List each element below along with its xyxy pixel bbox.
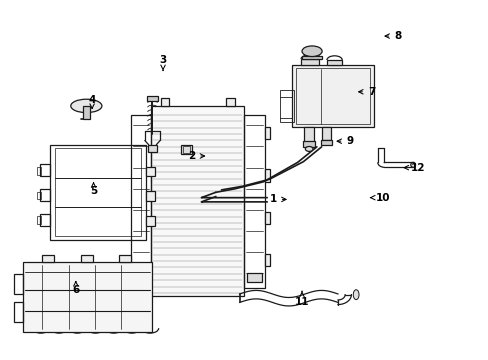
- Ellipse shape: [305, 147, 312, 152]
- Text: 1: 1: [269, 194, 285, 204]
- Bar: [322, 127, 330, 140]
- Ellipse shape: [410, 162, 415, 167]
- Bar: [146, 191, 155, 201]
- Bar: [246, 274, 262, 282]
- Text: 12: 12: [404, 163, 425, 173]
- Bar: [264, 127, 270, 139]
- Bar: [321, 140, 331, 145]
- Bar: [55, 148, 141, 237]
- Ellipse shape: [302, 46, 322, 57]
- Bar: [147, 145, 157, 152]
- Bar: [160, 98, 169, 106]
- Bar: [280, 90, 293, 122]
- Bar: [82, 106, 90, 119]
- Bar: [37, 192, 41, 199]
- Bar: [303, 141, 315, 147]
- Bar: [181, 145, 191, 154]
- Bar: [131, 115, 151, 288]
- Text: 2: 2: [188, 151, 204, 161]
- Bar: [81, 256, 92, 262]
- Bar: [15, 302, 23, 322]
- Text: 10: 10: [369, 193, 390, 203]
- Bar: [264, 170, 270, 182]
- Text: 3: 3: [159, 55, 166, 71]
- Bar: [264, 212, 270, 224]
- Bar: [304, 127, 313, 142]
- Bar: [301, 59, 319, 66]
- Bar: [146, 167, 155, 176]
- Bar: [183, 146, 190, 153]
- Text: 5: 5: [90, 183, 97, 195]
- Bar: [146, 96, 158, 100]
- Bar: [292, 66, 373, 127]
- Bar: [15, 274, 23, 294]
- Text: 8: 8: [384, 31, 401, 41]
- Bar: [37, 216, 41, 224]
- Bar: [326, 60, 342, 66]
- Bar: [151, 106, 244, 296]
- Text: 6: 6: [72, 282, 79, 295]
- Ellipse shape: [71, 99, 102, 113]
- Text: 11: 11: [294, 291, 308, 307]
- Bar: [40, 164, 50, 176]
- Bar: [42, 256, 54, 262]
- Bar: [40, 213, 50, 226]
- Bar: [226, 98, 234, 106]
- Bar: [23, 262, 152, 332]
- Ellipse shape: [352, 290, 358, 300]
- Bar: [244, 115, 264, 288]
- Text: 7: 7: [358, 87, 374, 97]
- Bar: [50, 145, 146, 240]
- Bar: [296, 68, 369, 124]
- Bar: [40, 189, 50, 201]
- Text: 9: 9: [336, 136, 353, 146]
- Bar: [264, 254, 270, 266]
- Bar: [37, 167, 41, 175]
- Bar: [302, 56, 322, 59]
- Bar: [119, 256, 131, 262]
- Bar: [146, 216, 155, 226]
- Text: 4: 4: [88, 95, 96, 108]
